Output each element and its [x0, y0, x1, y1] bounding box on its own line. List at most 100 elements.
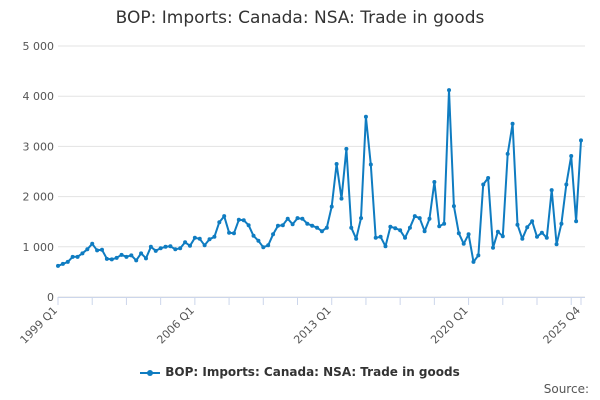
- legend-swatch: [140, 369, 161, 376]
- data-point: [378, 234, 383, 239]
- data-point: [569, 153, 574, 158]
- data-point: [148, 244, 153, 249]
- data-point: [70, 254, 75, 259]
- y-tick-label: 5 000: [23, 40, 55, 53]
- data-point: [500, 234, 505, 239]
- data-point: [319, 229, 324, 234]
- data-point: [383, 244, 388, 249]
- data-point: [354, 236, 359, 241]
- data-point: [295, 216, 300, 221]
- y-tick-label: 0: [47, 291, 54, 304]
- data-point: [275, 223, 280, 228]
- data-point: [109, 257, 114, 262]
- data-point: [290, 222, 295, 227]
- data-point: [178, 246, 183, 251]
- x-tick-label: 1999 Q1: [18, 304, 61, 347]
- data-point: [143, 256, 148, 261]
- x-tick-label: 2013 Q1: [291, 304, 334, 347]
- data-point: [564, 182, 569, 187]
- data-point: [525, 225, 530, 230]
- legend[interactable]: BOP: Imports: Canada: NSA: Trade in good…: [0, 365, 600, 379]
- data-point: [315, 225, 320, 230]
- data-point: [187, 243, 192, 248]
- data-point: [241, 218, 246, 223]
- data-point: [422, 229, 427, 234]
- chart-title: BOP: Imports: Canada: NSA: Trade in good…: [115, 8, 485, 28]
- data-point: [530, 219, 535, 224]
- data-point: [461, 241, 466, 246]
- data-point: [104, 256, 109, 261]
- source-label: Source:: [543, 382, 589, 396]
- data-point: [139, 251, 144, 256]
- data-point: [75, 254, 80, 259]
- data-point: [388, 224, 393, 229]
- data-point: [217, 220, 222, 225]
- data-point: [60, 261, 65, 266]
- data-point: [246, 223, 251, 228]
- data-point: [207, 237, 212, 242]
- data-point: [280, 223, 285, 228]
- data-point: [95, 248, 100, 253]
- data-point: [212, 234, 217, 239]
- data-point: [266, 243, 271, 248]
- data-point: [368, 162, 373, 167]
- x-tick-label: 2025 Q4: [541, 304, 584, 347]
- data-point: [398, 228, 403, 233]
- data-point: [114, 255, 119, 260]
- data-point: [90, 241, 95, 246]
- data-point: [554, 242, 559, 247]
- data-point: [168, 244, 173, 249]
- data-point: [363, 114, 368, 119]
- y-tick-label: 2 000: [23, 191, 55, 204]
- data-point: [99, 247, 104, 252]
- y-tick-label: 1 000: [23, 241, 55, 254]
- series-line: [57, 89, 582, 267]
- data-point: [495, 229, 500, 234]
- data-point: [451, 204, 456, 209]
- data-point: [476, 253, 481, 258]
- data-point: [359, 216, 364, 221]
- data-point: [515, 222, 520, 227]
- data-point: [574, 219, 579, 224]
- data-point: [510, 121, 515, 126]
- data-point: [432, 180, 437, 185]
- data-point: [329, 204, 334, 209]
- data-point: [559, 221, 564, 226]
- data-point: [486, 176, 491, 181]
- data-point: [134, 258, 139, 263]
- data-point: [339, 196, 344, 201]
- data-point: [300, 216, 305, 221]
- data-point: [261, 245, 266, 250]
- data-point: [412, 214, 417, 219]
- data-point: [491, 245, 496, 250]
- data-point: [305, 221, 310, 226]
- data-point: [437, 224, 442, 229]
- data-point: [163, 244, 168, 249]
- data-point: [310, 223, 315, 228]
- data-point: [197, 236, 202, 241]
- data-point: [158, 246, 163, 251]
- data-point: [456, 231, 461, 236]
- data-point: [251, 233, 256, 238]
- data-point: [349, 225, 354, 230]
- data-point: [324, 225, 329, 230]
- data-point: [447, 88, 452, 93]
- data-point: [222, 214, 227, 219]
- data-point: [373, 235, 378, 240]
- data-point: [202, 243, 207, 248]
- data-point: [466, 232, 471, 237]
- data-point: [549, 188, 554, 193]
- x-tick-label: 2020 Q1: [428, 304, 471, 347]
- data-point: [271, 232, 276, 237]
- data-point: [119, 252, 124, 257]
- data-point: [417, 216, 422, 221]
- y-tick-label: 4 000: [23, 90, 55, 103]
- data-point: [80, 251, 85, 256]
- data-point: [231, 231, 236, 236]
- data-point: [173, 247, 178, 252]
- data-point: [227, 230, 232, 235]
- data-point: [393, 226, 398, 231]
- data-point: [192, 235, 197, 240]
- data-point: [471, 259, 476, 264]
- y-tick-label: 3 000: [23, 140, 55, 153]
